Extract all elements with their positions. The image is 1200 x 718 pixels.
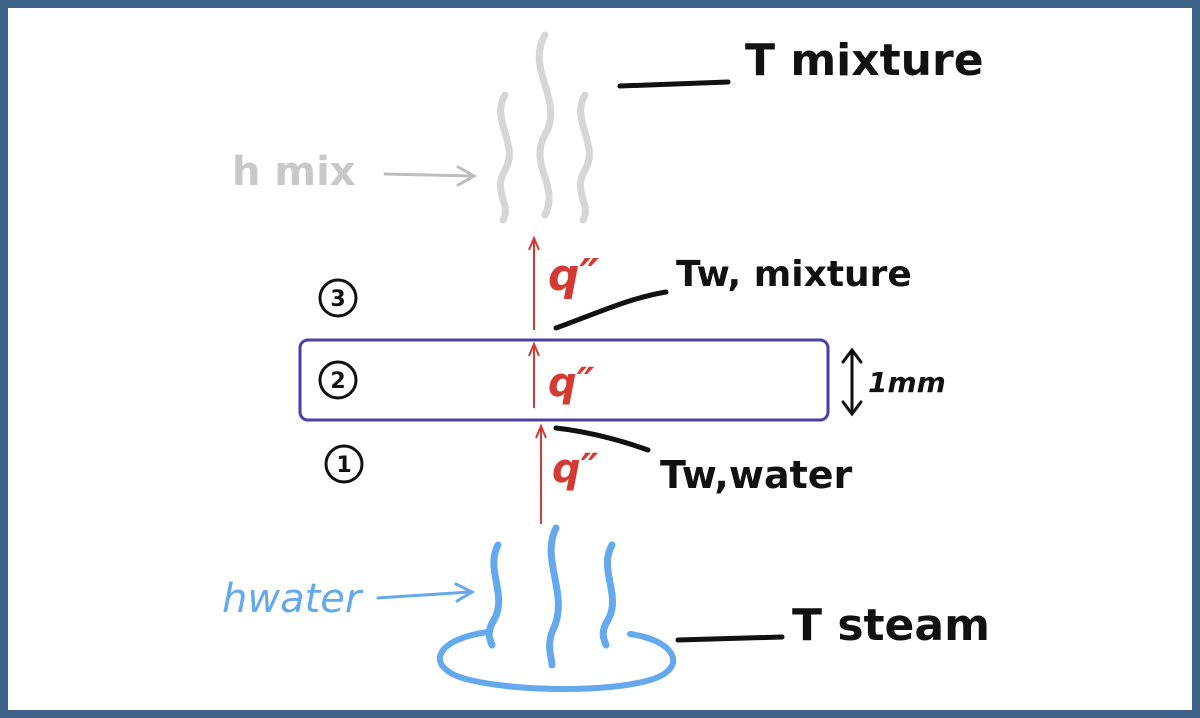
heat-flux-arrow-bottom [535, 423, 547, 524]
region-3-label: 3 [330, 287, 345, 312]
heat-flux-arrow-top [528, 235, 540, 330]
region-2-marker: 2 [318, 360, 358, 400]
h-water-arrow [376, 582, 476, 603]
region-1-label: 1 [336, 453, 351, 478]
t-mixture-label: T mixture [745, 35, 984, 86]
t-wall-mixture-label: Tw, mixture [676, 254, 912, 295]
heat-flux-label-middle: q″ [548, 360, 595, 406]
water-pool-icon [437, 629, 677, 692]
region-3-marker: 3 [318, 278, 358, 318]
mixture-vapor-icon [497, 31, 593, 224]
t-wall-water-label: Tw,water [660, 453, 853, 497]
h-mix-label: h mix [232, 149, 356, 195]
heat-flux-label-top: q″ [548, 250, 599, 301]
t-steam-leader [675, 634, 785, 643]
thickness-label: 1mm [868, 366, 946, 399]
t-wall-mixture-leader [553, 289, 669, 331]
t-mixture-leader [617, 79, 731, 89]
steam-vapor-icon [485, 524, 616, 669]
h-water-label: hwater [222, 576, 364, 622]
h-mix-arrow [383, 165, 478, 187]
heat-flux-label-bottom: q″ [552, 446, 599, 492]
heat-flux-arrow-middle [528, 341, 540, 408]
thickness-indicator [841, 347, 863, 417]
region-2-label: 2 [330, 369, 345, 394]
t-steam-label: T steam [792, 600, 990, 651]
wall-layer [298, 338, 830, 422]
region-1-marker: 1 [324, 444, 364, 484]
t-wall-water-leader [553, 425, 651, 453]
